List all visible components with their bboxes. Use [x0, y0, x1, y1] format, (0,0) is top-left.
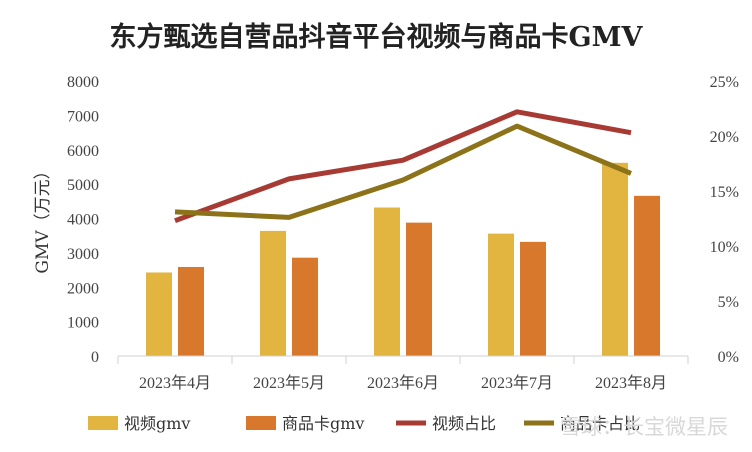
x-axis-ticks: 2023年4月 2023年5月 2023年6月 2023年7月 2023年8月	[117, 356, 689, 392]
y-tick-label: 4000	[67, 212, 99, 229]
bar-video-gmv	[146, 272, 172, 356]
legend-label-product-card-share: 商品卡占比	[560, 414, 640, 433]
y-tick-label: 6000	[67, 143, 99, 160]
x-tick-label: 2023年4月	[139, 374, 211, 392]
y2-tick-label: 25%	[710, 74, 739, 91]
watermark: 雪球：长宝微星辰	[560, 415, 728, 439]
bar-product-card-gmv	[292, 257, 318, 356]
y2-tick-label: 5%	[718, 294, 739, 311]
y2-tick-label: 15%	[710, 184, 739, 201]
bar-video-gmv	[488, 233, 514, 356]
y-tick-label: 3000	[67, 246, 99, 263]
bar-product-card-gmv	[406, 222, 432, 356]
y-tick-label: 0	[91, 349, 99, 366]
line-video-share	[174, 109, 632, 224]
legend: 视频gmv 商品卡gmv 视频占比 商品卡占比	[88, 414, 640, 433]
legend-label-product-card-gmv: 商品卡gmv	[282, 414, 364, 433]
y-tick-label: 1000	[67, 315, 99, 332]
chart-title: 东方甄选自营品抖音平台视频与商品卡GMV	[110, 21, 644, 53]
y-axis-label: GMV（万元）	[33, 162, 53, 273]
y-tick-label: 8000	[67, 74, 99, 91]
bar-video-gmv	[260, 230, 286, 356]
x-tick-label: 2023年8月	[595, 374, 667, 392]
x-tick-label: 2023年6月	[367, 374, 439, 392]
bar-video-gmv	[374, 207, 400, 356]
y-tick-label: 5000	[67, 177, 99, 194]
lines	[174, 109, 632, 224]
x-tick-label: 2023年5月	[253, 374, 325, 392]
line-product-card-share	[174, 123, 632, 220]
y-tick-label: 7000	[67, 108, 99, 125]
y2-tick-label: 0%	[718, 349, 739, 366]
bar-video-gmv	[602, 162, 628, 356]
legend-label-video-gmv: 视频gmv	[124, 414, 190, 433]
y2-axis-ticks: 0% 5% 10% 15% 20% 25%	[710, 74, 739, 366]
bar-product-card-gmv	[520, 241, 546, 356]
y-tick-label: 2000	[67, 280, 99, 297]
bars	[146, 162, 660, 356]
y-axis-ticks: 0 1000 2000 3000 4000 5000 6000 7000 8000	[67, 74, 99, 366]
bar-product-card-gmv	[634, 195, 660, 356]
legend-swatch-video-gmv	[88, 416, 118, 430]
legend-label-video-share: 视频占比	[432, 414, 496, 433]
legend-swatch-product-card-gmv	[246, 416, 276, 430]
y2-tick-label: 10%	[710, 239, 739, 256]
x-tick-label: 2023年7月	[481, 374, 553, 392]
bar-product-card-gmv	[178, 266, 204, 356]
y2-tick-label: 20%	[710, 129, 739, 146]
